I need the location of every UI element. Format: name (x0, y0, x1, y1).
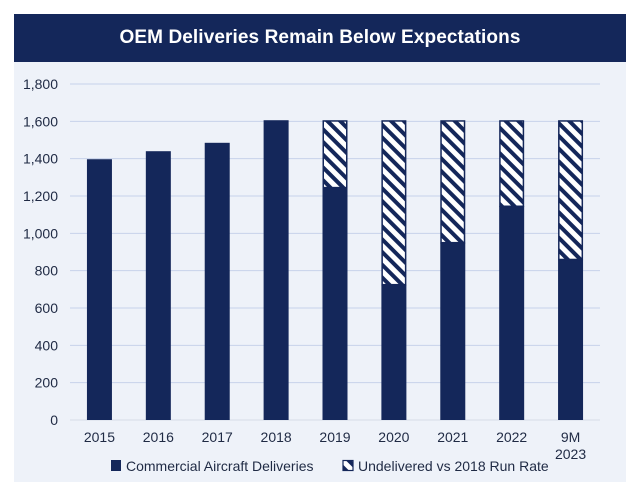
x-tick-label: 2015 (84, 429, 115, 445)
bar-delivered (381, 284, 407, 420)
legend-label-delivered: Commercial Aircraft Deliveries (126, 458, 313, 474)
bar-delivered (86, 159, 112, 420)
x-tick-label: 2018 (261, 429, 292, 445)
x-tick-label: 2022 (496, 429, 527, 445)
bar-delivered (263, 120, 289, 421)
legend: Commercial Aircraft Deliveries Undelivere… (111, 458, 549, 474)
x-tick-label: 2016 (143, 429, 174, 445)
y-tick-label: 1,400 (23, 151, 58, 167)
bar-delivered (204, 142, 230, 421)
legend-label-undelivered: Undelivered vs 2018 Run Rate (358, 458, 549, 474)
y-tick-label: 0 (50, 412, 58, 428)
x-tick-label: 2020 (378, 429, 409, 445)
x-tick-label: 2019 (319, 429, 350, 445)
bar-delivered (440, 242, 466, 420)
x-tick-label: 2021 (437, 429, 468, 445)
y-axis-ticks: 0 200 400 600 800 1,000 1,200 1,400 1,600 1,800 (23, 76, 58, 428)
y-tick-label: 800 (35, 263, 59, 279)
x-tick-label: 9M (561, 429, 580, 445)
y-tick-label: 200 (35, 375, 59, 391)
y-tick-label: 1,200 (23, 188, 58, 204)
bar-undelivered (499, 120, 525, 208)
bar-undelivered (440, 120, 466, 244)
legend-swatch-undelivered (342, 459, 354, 472)
title-bar: OEM Deliveries Remain Below Expectations (14, 14, 626, 62)
y-tick-label: 400 (35, 337, 59, 353)
bar-undelivered (558, 120, 584, 261)
bar-delivered (499, 206, 525, 420)
y-tick-label: 1,000 (23, 225, 58, 241)
y-tick-label: 1,600 (23, 113, 58, 129)
bar-undelivered (381, 120, 407, 286)
bar-delivered (558, 259, 584, 420)
bar-undelivered (322, 120, 348, 189)
bar-delivered (145, 151, 171, 420)
y-tick-label: 1,800 (23, 76, 58, 92)
bars (86, 120, 584, 421)
bar-delivered (322, 187, 348, 420)
x-tick-label: 2023 (555, 446, 586, 462)
y-tick-label: 600 (35, 300, 59, 316)
chart-title: OEM Deliveries Remain Below Expectations (119, 27, 521, 48)
legend-swatch-delivered (111, 460, 121, 471)
x-tick-label: 2017 (202, 429, 233, 445)
